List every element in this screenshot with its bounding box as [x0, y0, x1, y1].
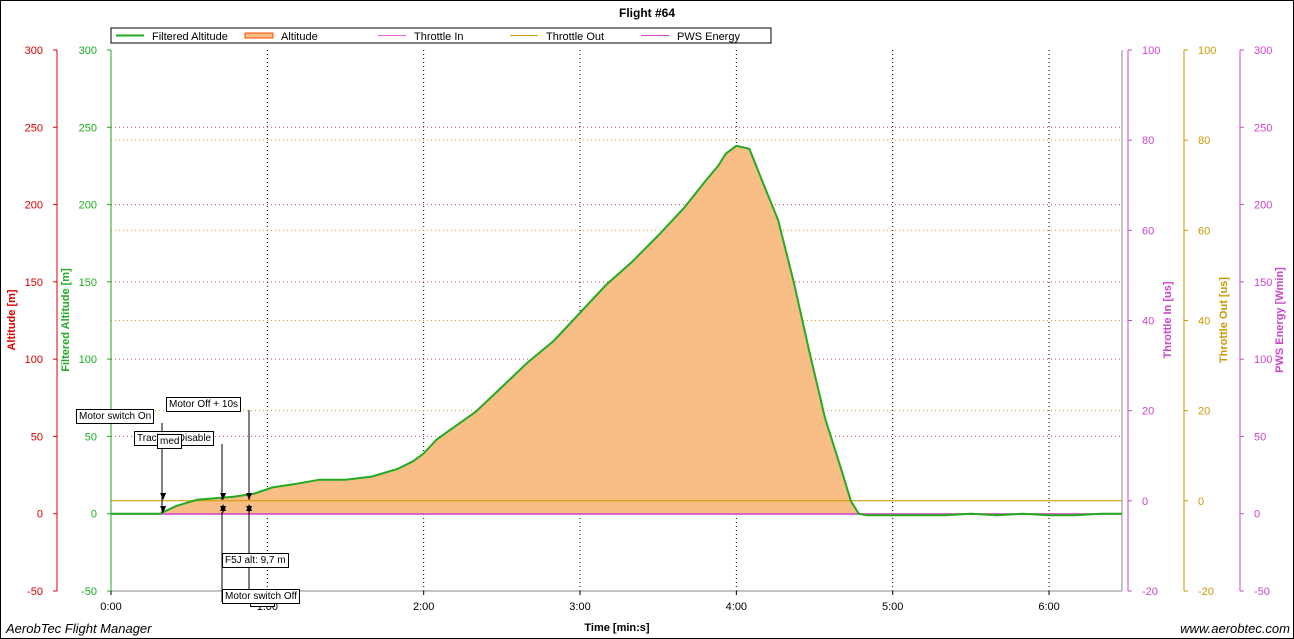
- legend-item-filtered-altitude: Filtered Altitude: [116, 31, 228, 43]
- x-tick-label: 5:00: [882, 601, 903, 613]
- y-tick-label: 150: [25, 277, 43, 289]
- legend-label: Filtered Altitude: [152, 31, 228, 43]
- y-tick-label: 80: [1198, 135, 1210, 147]
- y-tick-label: 60: [1142, 225, 1154, 237]
- y-tick-label: 300: [25, 45, 43, 57]
- y-tick-label: 20: [1198, 406, 1210, 418]
- y-tick-label: 150: [79, 277, 97, 289]
- website-link[interactable]: www.aerobtec.com: [1180, 621, 1290, 636]
- y-tick-label: 50: [1254, 431, 1266, 443]
- legend-item-altitude: Altitude: [244, 31, 318, 43]
- marker-arrow: [220, 504, 227, 511]
- y-tick-label: 300: [79, 45, 97, 57]
- legend-item-pws-energy: PWS Energy: [641, 31, 740, 43]
- y-tick-label: 60: [1198, 225, 1210, 237]
- y-tick-label: 0: [1198, 496, 1204, 508]
- annotation-label: Motor switch On: [76, 409, 155, 424]
- y-tick-label: 0: [1142, 496, 1148, 508]
- x-axis-label: Time [min:s]: [584, 622, 650, 634]
- y-tick-label: 100: [25, 354, 43, 366]
- thin-axis: -20 0 20 40 60 80 100 Throttle In [us]: [1127, 45, 1174, 598]
- y-tick-label: 100: [1198, 45, 1216, 57]
- y-tick-label: 0: [1254, 509, 1260, 521]
- thout-axis-title: Throttle Out [us]: [1218, 277, 1230, 363]
- annotation-label: Motor switch Off: [222, 589, 301, 604]
- chart-title: Flight #64: [619, 6, 675, 20]
- y-tick-label: 250: [1254, 122, 1272, 134]
- annotations: [160, 410, 253, 602]
- y-tick-label: -50: [1254, 586, 1270, 598]
- app-name: AerobTec Flight Manager: [6, 621, 152, 636]
- y-tick-label: -50: [81, 586, 97, 598]
- y-tick-label: 100: [79, 354, 97, 366]
- falt-axis: -50 0 50 100 150 200 250 300 Filtered Altitude […: [60, 45, 112, 598]
- y-tick-label: 200: [25, 200, 43, 212]
- legend-label: Throttle In: [414, 31, 464, 43]
- altitude-area: [110, 145, 1123, 516]
- y-tick-label: 300: [1254, 45, 1272, 57]
- marker-arrow: [160, 493, 167, 500]
- y-tick-label: 150: [1254, 277, 1272, 289]
- annotation-label: Motor Off + 10s: [166, 397, 242, 412]
- thin-axis-title: Throttle In [us]: [1162, 281, 1174, 358]
- y-tick-label: -20: [1142, 586, 1158, 598]
- legend-label: Altitude: [281, 31, 318, 43]
- annotation-label: med: [157, 434, 183, 449]
- filtered-altitude-line: [111, 144, 1122, 517]
- y-tick-label: 250: [25, 122, 43, 134]
- thout-axis: -20 0 20 40 60 80 100 Throttle Out [us]: [1183, 45, 1230, 598]
- y-tick-label: -50: [27, 586, 43, 598]
- annotation-label: F5J alt: 9,7 m: [222, 553, 289, 568]
- legend-swatch: [244, 32, 274, 39]
- pws-axis-title: PWS Energy [Wmin]: [1274, 267, 1286, 373]
- pws-axis: -50 0 50 100 150 200 250 300 PWS Energy [Wmin]: [1239, 45, 1286, 598]
- x-tick-label: 3:00: [569, 601, 590, 613]
- legend-label: PWS Energy: [677, 31, 740, 43]
- legend[interactable]: Filtered Altitude Altitude Throttle In Thro…: [110, 27, 772, 44]
- y-tick-label: 100: [1142, 45, 1160, 57]
- y-tick-label: 250: [79, 122, 97, 134]
- series-layer: [110, 144, 1123, 517]
- y-tick-label: 0: [37, 509, 43, 521]
- y-tick-label: 0: [91, 509, 97, 521]
- marker-arrow: [246, 504, 253, 511]
- x-tick-label: 2:00: [413, 601, 434, 613]
- x-tick-label: 6:00: [1038, 601, 1059, 613]
- y-tick-label: 40: [1142, 316, 1154, 328]
- y-tick-label: 100: [1254, 354, 1272, 366]
- legend-item-throttle-out: Throttle Out: [510, 31, 604, 43]
- alt-axis-title: Altitude [m]: [6, 289, 18, 350]
- x-tick-label: 4:00: [726, 601, 747, 613]
- legend-box: [110, 27, 772, 44]
- y-tick-label: 40: [1198, 316, 1210, 328]
- alt-axis: -50 0 50 100 150 200 250 300 Altitude [m]: [6, 45, 58, 598]
- legend-item-throttle-in: Throttle In: [378, 31, 464, 43]
- y-tick-label: 20: [1142, 406, 1154, 418]
- x-tick-label: 0:00: [100, 601, 121, 613]
- y-tick-label: 50: [85, 431, 97, 443]
- y-tick-label: -20: [1198, 586, 1214, 598]
- y-tick-label: 200: [1254, 200, 1272, 212]
- y-tick-label: 200: [79, 200, 97, 212]
- y-tick-label: 50: [31, 431, 43, 443]
- falt-axis-title: Filtered Altitude [m]: [60, 268, 72, 372]
- legend-label: Throttle Out: [546, 31, 604, 43]
- y-tick-label: 80: [1142, 135, 1154, 147]
